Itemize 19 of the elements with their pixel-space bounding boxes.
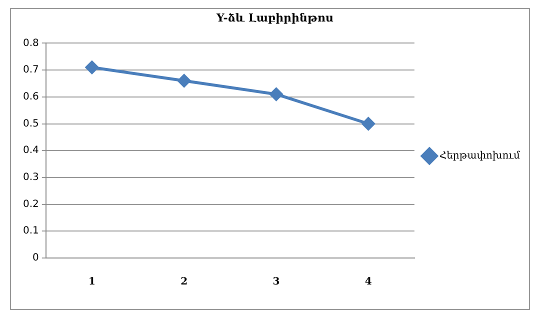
y-tick-label: 0.7 — [22, 64, 39, 76]
x-tick-label: 2 — [180, 276, 188, 288]
y-tick-label: 0.2 — [22, 198, 39, 210]
y-tick-label: 0.3 — [22, 172, 39, 184]
point — [270, 88, 283, 101]
legend-label: Հերթափոխում — [439, 150, 521, 162]
y-tick-label: 0.1 — [22, 226, 39, 237]
chart-title: Y-ձև Լաբիրինթոս — [216, 11, 334, 24]
y-tick-label: 0.4 — [22, 145, 39, 156]
x-tick-label: 4 — [364, 276, 372, 288]
y-tick-label: 0.6 — [22, 91, 39, 102]
point — [178, 74, 191, 88]
x-tick-label: 1 — [88, 276, 96, 288]
point — [85, 60, 98, 74]
point — [362, 117, 375, 130]
y-tick-label: 0 — [32, 252, 39, 264]
y-tick-label: 0.8 — [22, 38, 39, 49]
x-tick-label: 3 — [272, 276, 280, 288]
y-tick-label: 0.5 — [22, 118, 39, 130]
